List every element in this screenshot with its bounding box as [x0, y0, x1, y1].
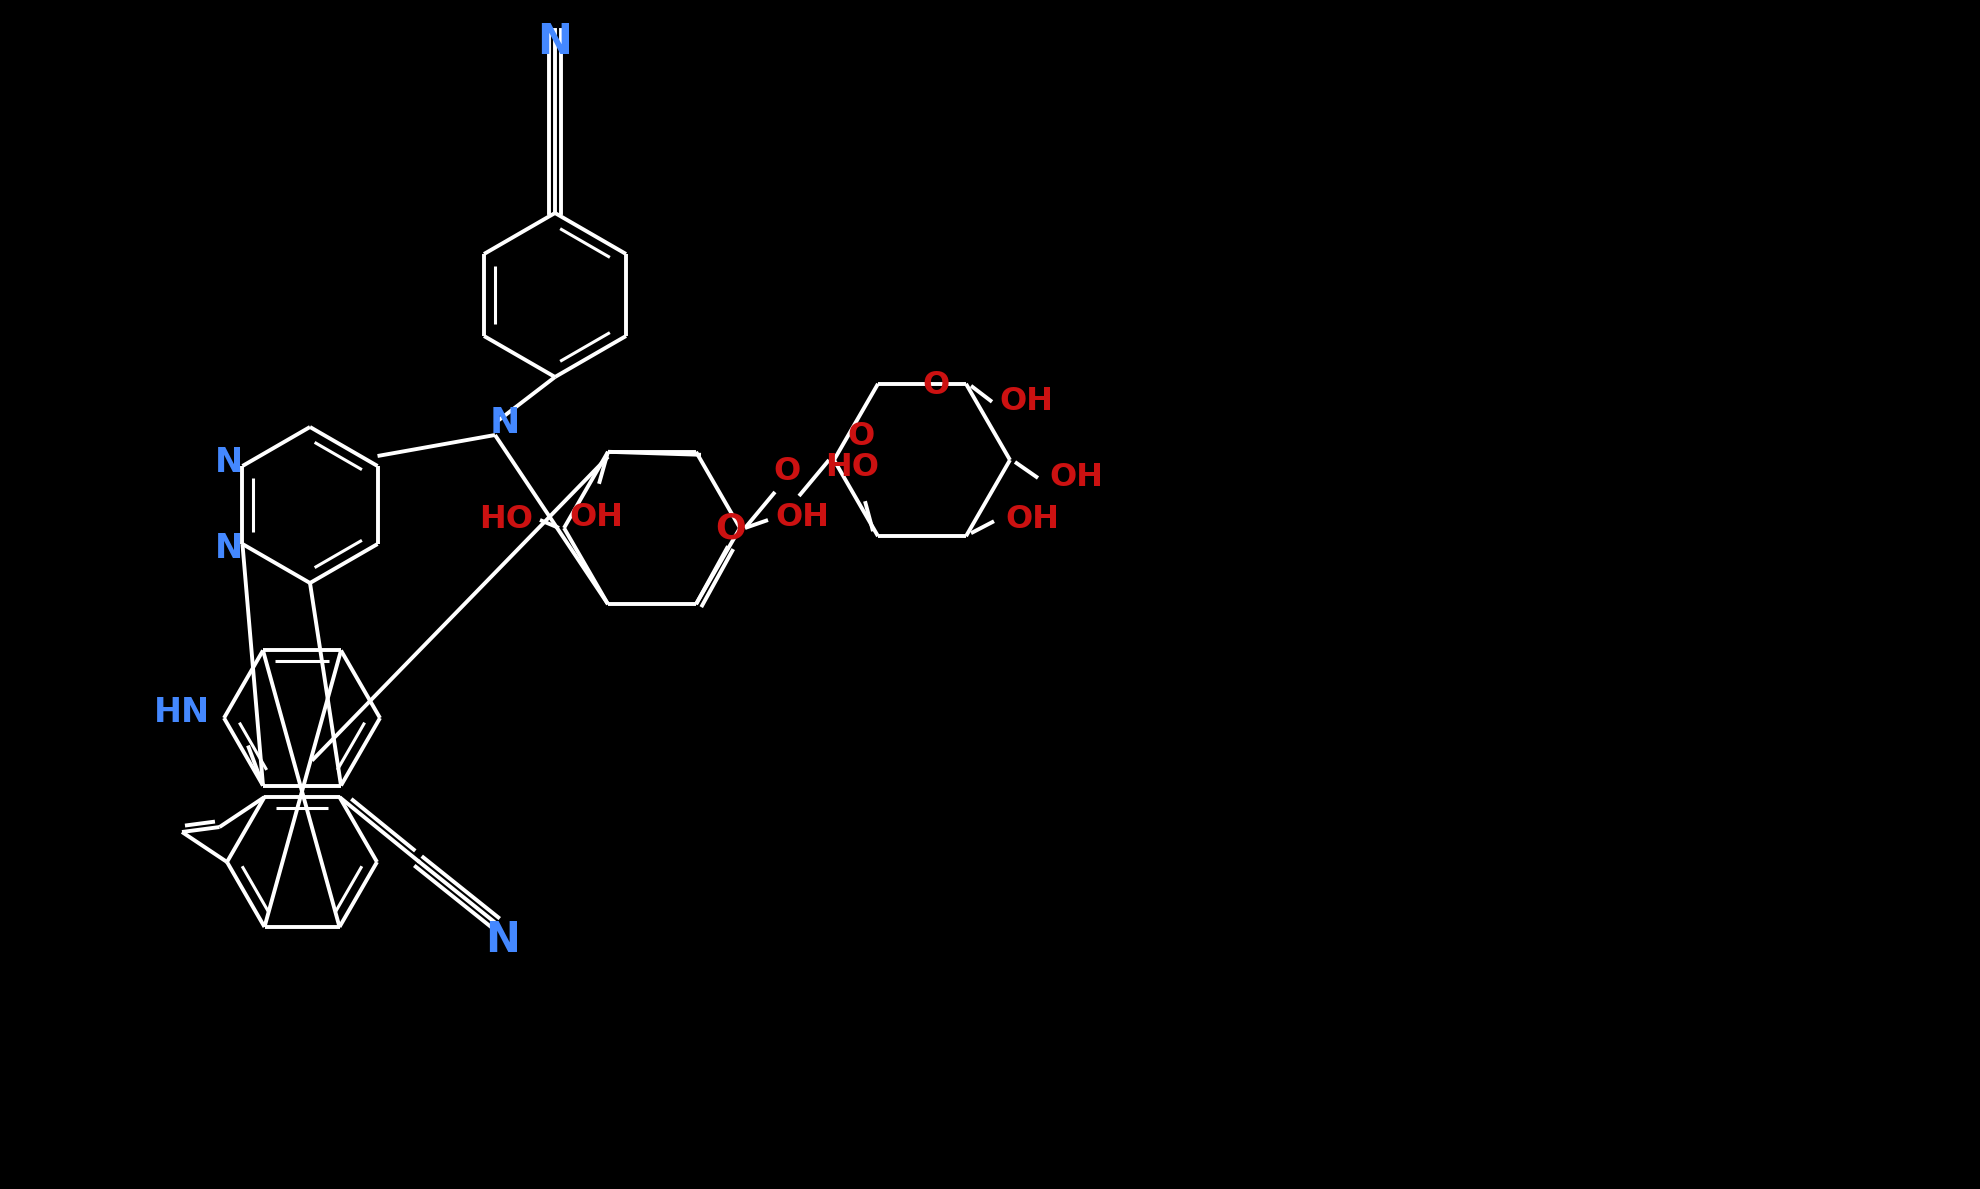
Text: N: N: [537, 21, 572, 63]
Text: O: O: [923, 370, 950, 402]
Text: O: O: [715, 511, 746, 546]
Text: OH: OH: [774, 503, 830, 534]
Text: OH: OH: [1000, 386, 1053, 417]
Text: HO: HO: [826, 452, 879, 483]
Text: OH: OH: [1006, 504, 1059, 535]
Text: O: O: [847, 421, 875, 452]
Text: OH: OH: [568, 502, 624, 534]
Text: OH: OH: [1049, 463, 1103, 493]
Text: N: N: [214, 531, 242, 565]
Text: HN: HN: [154, 697, 210, 730]
Text: N: N: [485, 919, 521, 961]
Text: HO: HO: [479, 504, 533, 535]
Text: O: O: [774, 457, 800, 487]
Text: N: N: [489, 405, 521, 440]
Text: N: N: [214, 446, 242, 478]
